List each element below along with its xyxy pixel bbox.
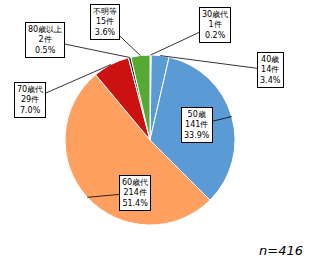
- svg-text:n=416: n=416: [259, 243, 303, 258]
- svg-text:80歳以上2件0.5%: 80歳以上2件0.5%: [28, 25, 62, 55]
- svg-text:30歳代1件0.2%: 30歳代1件0.2%: [202, 10, 228, 40]
- svg-text:不明等15件3.6%: 不明等15件3.6%: [93, 7, 117, 37]
- svg-text:60歳代214件51.4%: 60歳代214件51.4%: [122, 178, 148, 208]
- svg-text:40歳14件3.4%: 40歳14件3.4%: [260, 55, 281, 85]
- svg-text:70歳代29件7.0%: 70歳代29件7.0%: [17, 85, 43, 115]
- svg-text:50歳141件33.9%: 50歳141件33.9%: [184, 110, 210, 140]
